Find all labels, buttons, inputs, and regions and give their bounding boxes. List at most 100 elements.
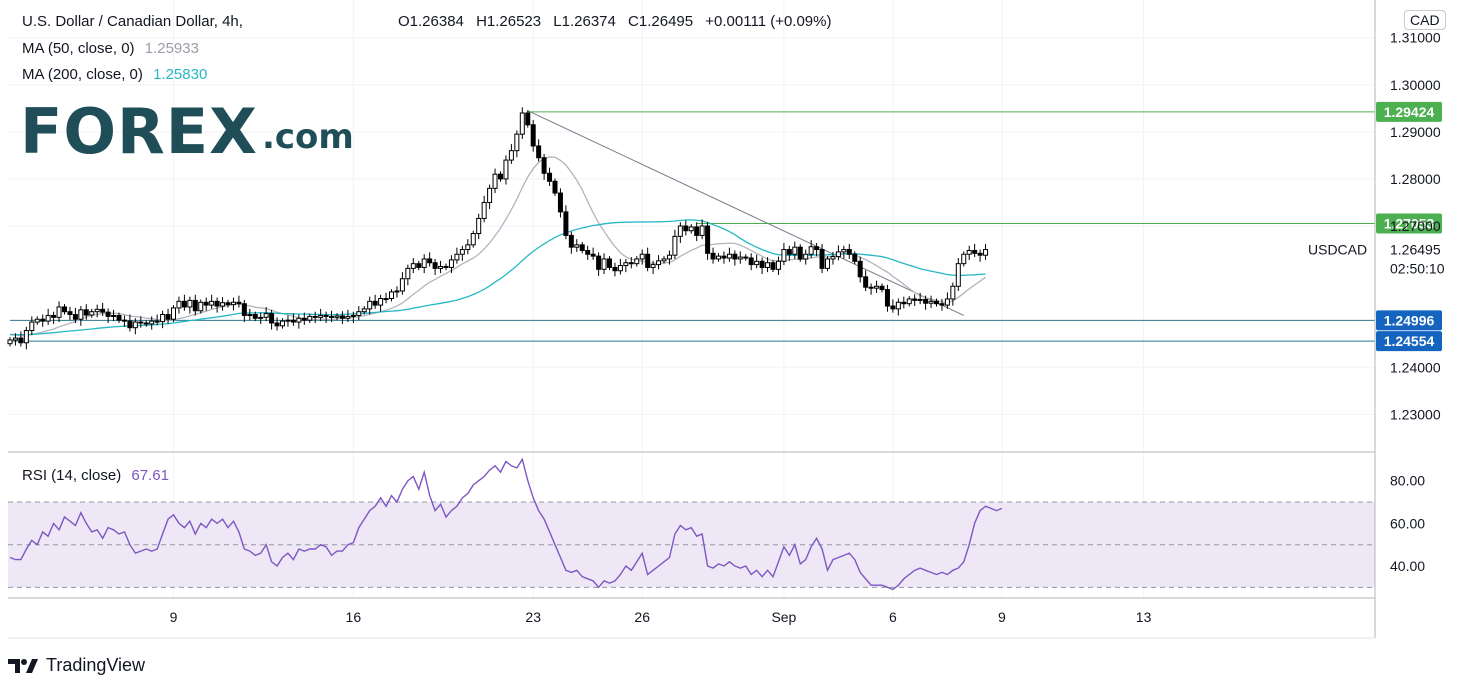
candle-body bbox=[683, 225, 689, 232]
candle-body bbox=[149, 320, 155, 325]
tradingview-brand[interactable]: TradingView bbox=[8, 655, 145, 676]
candle-body bbox=[225, 302, 231, 306]
candle-body bbox=[399, 278, 405, 292]
candle-body bbox=[105, 311, 111, 317]
candle-body bbox=[912, 298, 918, 301]
candle-body bbox=[563, 211, 569, 236]
candle-body bbox=[530, 124, 536, 147]
candle-body bbox=[666, 254, 672, 260]
candle-body bbox=[792, 246, 798, 255]
change-value: +0.00111 (+0.09%) bbox=[705, 13, 832, 30]
ma50-label: MA (50, close, 0) bbox=[22, 40, 135, 57]
time-tick-label: 9 bbox=[998, 609, 1006, 625]
candle-body bbox=[111, 314, 117, 317]
candle-body bbox=[852, 253, 858, 262]
candle-body bbox=[329, 315, 335, 318]
time-tick-label: 26 bbox=[634, 609, 650, 625]
candle-body bbox=[759, 260, 765, 268]
candle-body bbox=[672, 235, 678, 256]
candle-body bbox=[78, 309, 84, 320]
candle-body bbox=[323, 314, 329, 317]
candle-body bbox=[116, 314, 122, 321]
candle-body bbox=[160, 314, 166, 323]
candle-body bbox=[307, 315, 313, 321]
candle-body bbox=[639, 253, 645, 260]
symbol-title: U.S. Dollar / Canadian Dollar, 4h, bbox=[22, 13, 243, 30]
ma200-legend[interactable]: MA (200, close, 0) 1.25830 bbox=[22, 66, 207, 83]
candle-body bbox=[705, 225, 711, 254]
level-tag bbox=[1376, 310, 1442, 331]
candle-body bbox=[470, 233, 476, 246]
candle-body bbox=[378, 298, 384, 306]
candle-body bbox=[966, 249, 972, 255]
level-tag bbox=[1376, 101, 1442, 122]
candle-body bbox=[841, 249, 847, 253]
rsi-value: 67.61 bbox=[131, 467, 169, 484]
candle-body bbox=[258, 316, 264, 319]
candle-body bbox=[721, 255, 727, 259]
ma50-line bbox=[9, 156, 986, 337]
candle-body bbox=[765, 262, 771, 268]
candle-body bbox=[590, 253, 596, 257]
candle-body bbox=[334, 315, 340, 318]
candle-body bbox=[198, 301, 204, 312]
price-tick-label: 1.23000 bbox=[1390, 406, 1441, 422]
candle-body bbox=[601, 258, 607, 270]
candle-body bbox=[312, 315, 318, 318]
candle-body bbox=[252, 314, 258, 319]
candle-body bbox=[138, 321, 144, 324]
candle-body bbox=[301, 317, 307, 321]
candle-body bbox=[508, 150, 514, 161]
candle-body bbox=[557, 192, 563, 213]
level-tag-label: 1.24554 bbox=[1384, 333, 1435, 349]
candle-body bbox=[677, 225, 683, 237]
candle-body bbox=[650, 264, 656, 268]
candle-body bbox=[176, 300, 182, 309]
axes: 1.31000 1.30000 1.29000 1.28000 1.27000 1.240… bbox=[8, 0, 1445, 639]
candle-body bbox=[389, 291, 394, 300]
candle-body bbox=[410, 263, 416, 269]
candle-body bbox=[568, 234, 574, 248]
candle-body bbox=[819, 249, 825, 269]
candle-body bbox=[634, 258, 640, 265]
candle-body bbox=[448, 259, 454, 268]
price-tick-label: 1.27000 bbox=[1390, 218, 1441, 234]
candle-body bbox=[220, 302, 226, 307]
candle-body bbox=[835, 251, 841, 258]
candle-body bbox=[977, 252, 983, 256]
rsi-line bbox=[9, 457, 1003, 591]
symbol-label: USDCAD bbox=[1308, 242, 1367, 258]
candle-body bbox=[612, 266, 618, 272]
candle-body bbox=[51, 314, 57, 318]
high-value: H1.26523 bbox=[476, 13, 542, 30]
candle-body bbox=[132, 321, 138, 329]
candle-body bbox=[241, 303, 247, 316]
ma50-legend[interactable]: MA (50, close, 0) 1.25933 bbox=[22, 40, 199, 57]
candle-body bbox=[688, 226, 694, 232]
candle-body bbox=[454, 253, 460, 261]
moving-averages bbox=[9, 156, 986, 337]
candle-body bbox=[476, 217, 482, 235]
candle-body bbox=[274, 322, 280, 327]
ma200-line bbox=[9, 219, 986, 336]
candle-body bbox=[748, 257, 754, 266]
candle-body bbox=[574, 244, 580, 248]
candle-body bbox=[339, 315, 345, 319]
trendline-layer bbox=[527, 110, 964, 316]
candle-body bbox=[617, 265, 623, 272]
candle-body bbox=[280, 320, 285, 327]
candle-body bbox=[514, 133, 520, 152]
time-tick-label: 16 bbox=[346, 609, 362, 625]
candle-body bbox=[356, 311, 362, 316]
candle-body bbox=[868, 286, 874, 289]
candle-body bbox=[808, 246, 814, 255]
level-tag bbox=[1376, 213, 1442, 234]
rsi-legend[interactable]: RSI (14, close) 67.61 bbox=[22, 467, 169, 484]
candle-body bbox=[857, 260, 863, 278]
candle-body bbox=[901, 301, 907, 305]
candle-body bbox=[525, 112, 531, 126]
candle-body bbox=[895, 301, 901, 310]
currency-badge[interactable]: CAD bbox=[1404, 10, 1446, 30]
candle-body bbox=[923, 298, 929, 304]
